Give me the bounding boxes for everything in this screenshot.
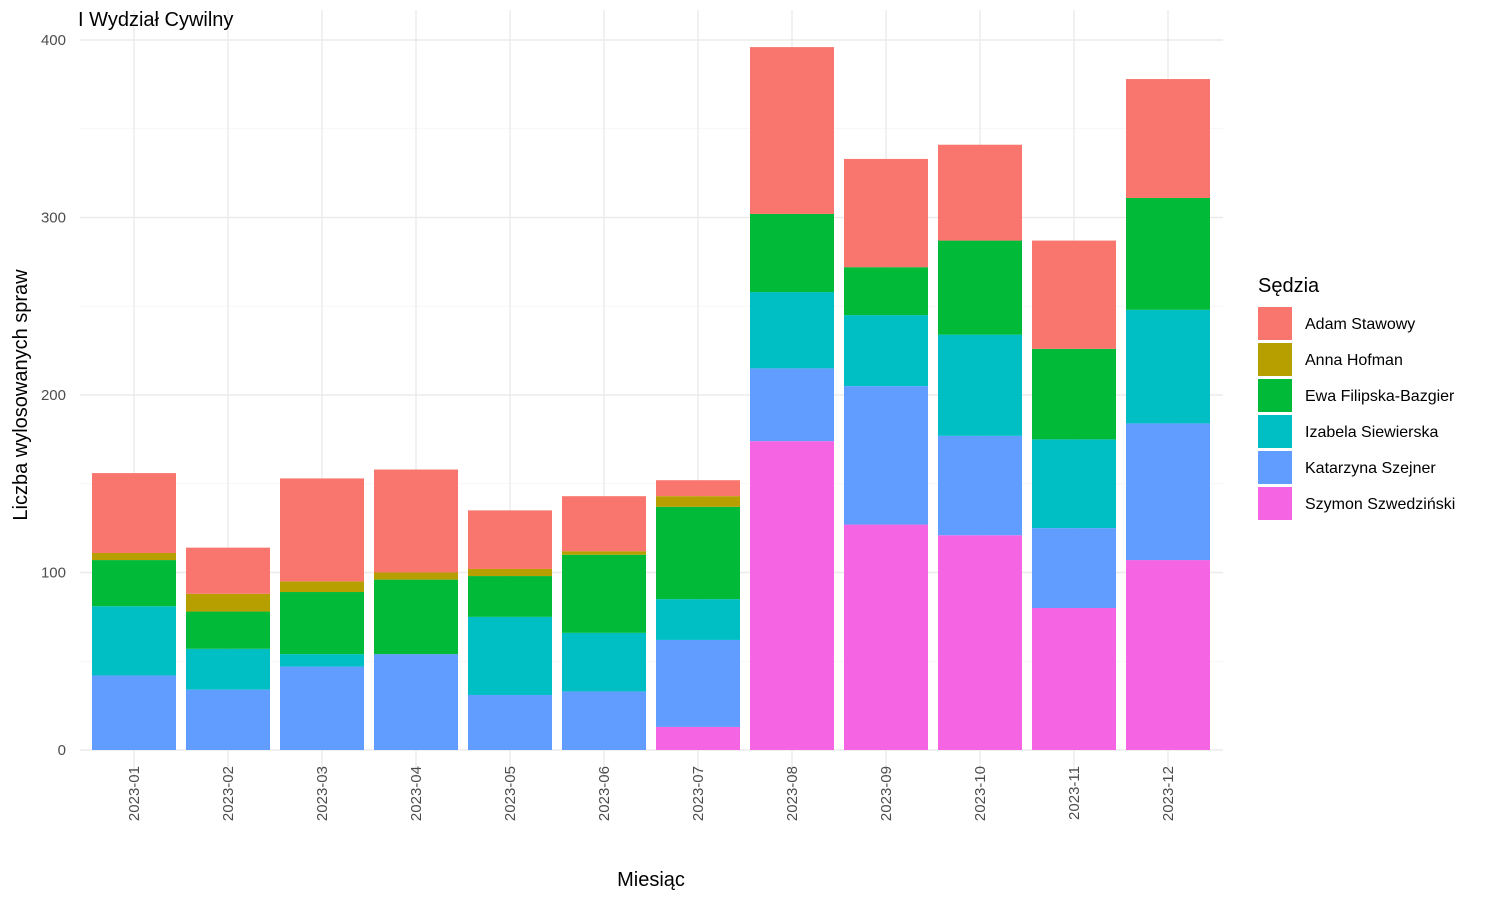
- bar-segment: [844, 315, 928, 387]
- x-tick-label: 2023-01: [126, 766, 143, 821]
- bar-segment: [1032, 608, 1116, 750]
- bar-segment: [468, 510, 552, 569]
- legend-title: Sędzia: [1258, 275, 1320, 297]
- x-tick-label: 2023-03: [314, 766, 331, 821]
- bar-segment: [1032, 348, 1116, 440]
- bar-segment: [280, 666, 364, 750]
- bar-segment: [374, 572, 458, 580]
- x-tick-label: 2023-10: [972, 766, 989, 821]
- bar-segment: [468, 616, 552, 695]
- y-tick-label: 100: [41, 565, 66, 582]
- x-tick-label: 2023-06: [596, 766, 613, 821]
- x-tick-label: 2023-02: [220, 766, 237, 821]
- y-tick-label: 400: [41, 32, 66, 49]
- legend-swatch: [1258, 343, 1292, 376]
- x-axis-label: Miesiąc: [617, 869, 685, 891]
- bar-segment: [938, 144, 1022, 241]
- bar-segment: [750, 213, 834, 293]
- chart-title: I Wydział Cywilny: [78, 9, 233, 31]
- bar-segment: [186, 611, 270, 649]
- bar-segment: [938, 240, 1022, 335]
- legend-item-label: Szymon Szwedziński: [1305, 496, 1455, 513]
- legend-swatch: [1258, 487, 1292, 520]
- bar-segment: [844, 386, 928, 525]
- bar-segment: [938, 435, 1022, 536]
- y-tick-label: 200: [41, 387, 66, 404]
- bar-segment: [562, 496, 646, 552]
- legend-item-label: Izabela Siewierska: [1305, 424, 1439, 441]
- bar-segment: [1126, 309, 1210, 424]
- bar-segment: [280, 592, 364, 655]
- bar-segment: [280, 581, 364, 593]
- bar-segment: [92, 606, 176, 676]
- bar-segment: [186, 547, 270, 594]
- bar-segment: [1126, 79, 1210, 198]
- bar-segment: [468, 576, 552, 617]
- x-tick-label: 2023-11: [1066, 766, 1083, 820]
- y-tick-label: 300: [41, 210, 66, 227]
- bar-segment: [280, 654, 364, 667]
- bar-segment: [92, 560, 176, 607]
- bar-segment: [656, 506, 740, 600]
- legend-swatch: [1258, 415, 1292, 448]
- bar-segment: [844, 158, 928, 268]
- bar-segment: [656, 726, 740, 750]
- legend-item-label: Adam Stawowy: [1305, 316, 1415, 333]
- bar-segment: [750, 47, 834, 214]
- x-tick-label: 2023-04: [408, 766, 425, 821]
- x-tick-label: 2023-07: [690, 766, 707, 821]
- y-axis-label: Liczba wylosowanych spraw: [10, 269, 32, 521]
- legend-item-label: Anna Hofman: [1305, 352, 1403, 369]
- legend-swatch: [1258, 379, 1292, 412]
- y-axis-ticks: 0 100 200 300 400: [41, 32, 66, 759]
- bar-segment: [186, 648, 270, 690]
- bar-segment: [844, 524, 928, 750]
- bar-segment: [186, 593, 270, 612]
- legend-swatch: [1258, 307, 1292, 340]
- bar-segment: [1032, 528, 1116, 608]
- bar-segment: [656, 599, 740, 640]
- bar-segment: [468, 568, 552, 577]
- bar-segment: [92, 473, 176, 553]
- bars: [92, 47, 1210, 750]
- bar-segment: [1126, 423, 1210, 561]
- bar-segment: [1032, 439, 1116, 529]
- bar-segment: [280, 478, 364, 582]
- legend: Sędzia Adam Stawowy Anna Hofman Ewa Filips…: [1258, 275, 1455, 520]
- bar-segment: [750, 292, 834, 369]
- bar-segment: [92, 552, 176, 561]
- bar-segment: [1032, 240, 1116, 349]
- bar-segment: [562, 554, 646, 633]
- bar-segment: [92, 675, 176, 750]
- x-tick-label: 2023-05: [502, 766, 519, 821]
- bar-segment: [468, 694, 552, 750]
- x-tick-label: 2023-08: [784, 766, 801, 821]
- bar-segment: [562, 691, 646, 750]
- legend-item-label: Katarzyna Szejner: [1305, 460, 1436, 477]
- bar-segment: [844, 267, 928, 316]
- bar-segment: [938, 535, 1022, 750]
- legend-item-label: Ewa Filipska-Bazgier: [1305, 388, 1455, 405]
- bar-segment: [374, 469, 458, 573]
- bar-segment: [562, 632, 646, 692]
- bar-segment: [374, 579, 458, 655]
- bar-segment: [374, 654, 458, 750]
- bar-segment: [750, 441, 834, 750]
- y-tick-label: 0: [58, 742, 66, 759]
- bar-segment: [656, 639, 740, 727]
- x-tick-label: 2023-12: [1160, 766, 1177, 821]
- bar-segment: [562, 551, 646, 555]
- legend-swatch: [1258, 451, 1292, 484]
- bar-segment: [656, 480, 740, 497]
- bar-segment: [1126, 560, 1210, 750]
- bar-segment: [656, 496, 740, 507]
- bar-segment: [750, 368, 834, 442]
- bar-segment: [186, 689, 270, 750]
- bar-segment: [1126, 197, 1210, 310]
- x-tick-label: 2023-09: [878, 766, 895, 821]
- x-axis-ticks: 2023-01 2023-02 2023-03 2023-04 2023-05 2023-…: [126, 766, 1177, 821]
- bar-segment: [938, 334, 1022, 436]
